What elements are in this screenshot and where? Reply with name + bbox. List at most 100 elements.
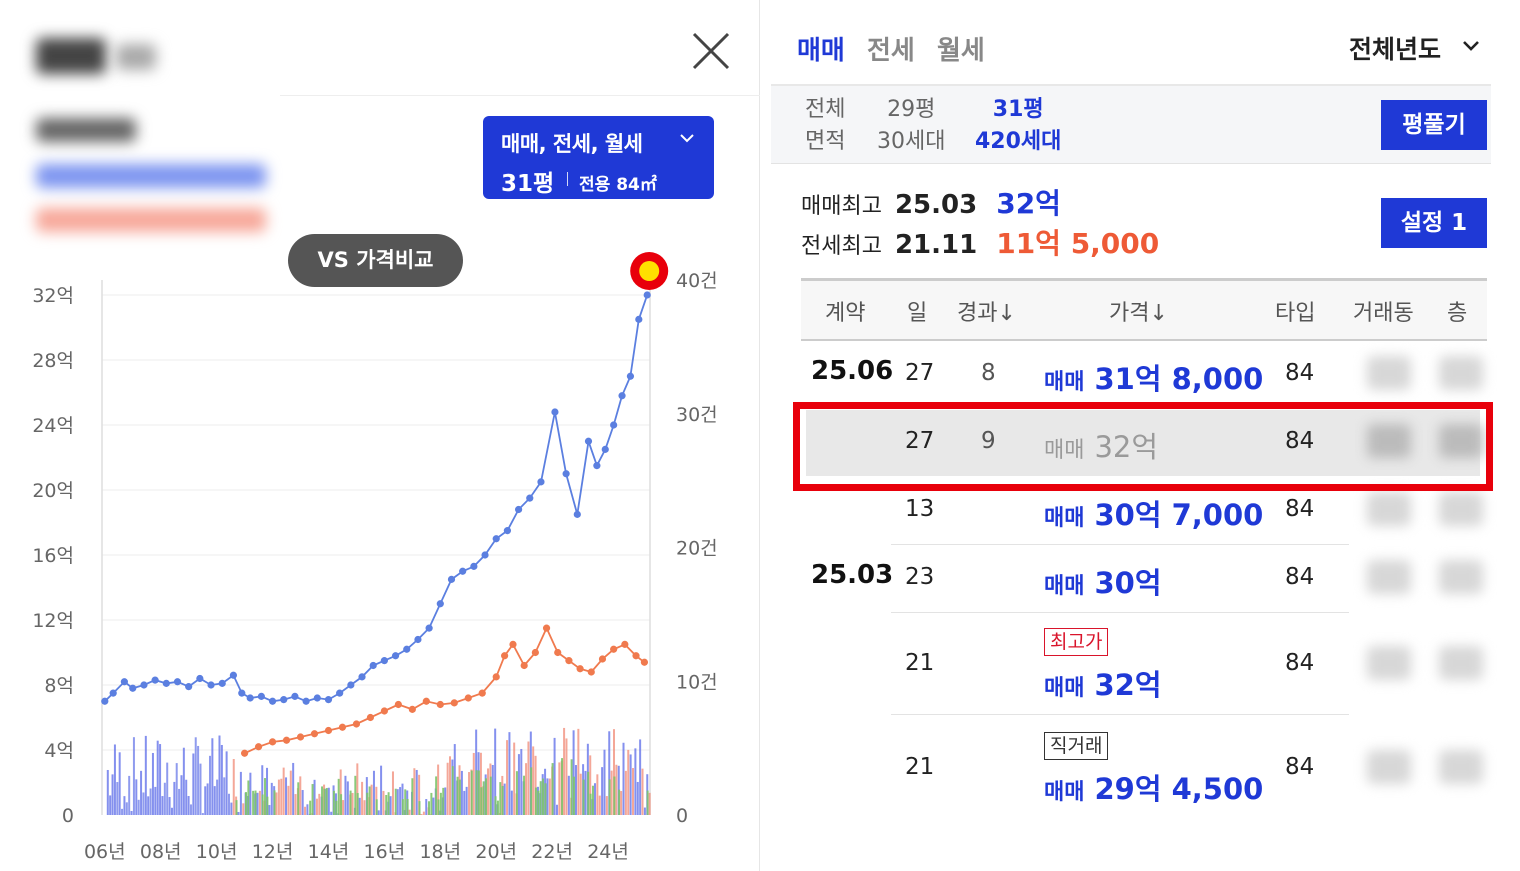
row-dong-blurred xyxy=(1367,492,1411,526)
series-point xyxy=(257,692,265,700)
price-chart: 0 4억 8억 12억 16억 20억 24억 28억 32억 0 10건 20건 30건 40건 06년 0… xyxy=(32,252,718,863)
volume-bar xyxy=(315,798,318,815)
volume-bar xyxy=(456,776,459,815)
tab-sale[interactable]: 매매 xyxy=(797,36,845,66)
volume-bar xyxy=(297,782,300,815)
volume-bar xyxy=(245,792,248,815)
series-point xyxy=(526,494,534,502)
year-select[interactable]: 전체년도 xyxy=(1349,35,1442,64)
volume-bar xyxy=(106,769,109,815)
tab-divider xyxy=(771,84,1491,86)
area-option-line1: 31평 xyxy=(992,97,1044,122)
series-point xyxy=(207,681,215,689)
volume-bar xyxy=(256,792,259,815)
series-point xyxy=(573,510,581,518)
header-day[interactable]: 일 xyxy=(907,301,928,326)
tab-wolse[interactable]: 월세 xyxy=(937,36,985,66)
header-type[interactable]: 타입 xyxy=(1275,301,1316,326)
y-tick-label: 4억 xyxy=(44,740,74,762)
volume-bar xyxy=(254,790,257,815)
volume-bar xyxy=(463,790,466,815)
volume-bar xyxy=(425,799,428,815)
chart-filter-dropdown[interactable]: 매매, 전세, 월세 31평 전용 84㎡ xyxy=(483,116,714,199)
series-point xyxy=(447,575,456,583)
volume-bar xyxy=(309,800,312,815)
series-point xyxy=(436,600,444,608)
x-tick-label: 20년 xyxy=(475,841,517,863)
series-point xyxy=(246,694,254,702)
pyeong-expand-button[interactable]: 평풀기 xyxy=(1381,100,1487,150)
header-dong[interactable]: 거래동 xyxy=(1353,301,1414,326)
tab-jeonse[interactable]: 전세 xyxy=(867,36,915,66)
header-elapsed[interactable]: 경과↓ xyxy=(957,301,1016,326)
row-price: 매매 31억 8,000 xyxy=(1044,356,1263,398)
volume-bar xyxy=(639,739,642,815)
volume-bar xyxy=(356,763,359,815)
volume-bar xyxy=(394,788,397,815)
series-point xyxy=(551,408,559,416)
row-deal-type: 매매 xyxy=(1044,438,1085,463)
close-icon[interactable] xyxy=(690,30,734,74)
vs-price-compare-button[interactable]: VS 가격비교 xyxy=(288,234,463,287)
series-point xyxy=(565,657,573,665)
volume-bar xyxy=(579,773,582,815)
series-point xyxy=(313,694,321,702)
volume-bar xyxy=(593,783,596,815)
volume-bar xyxy=(372,770,375,815)
series-point xyxy=(598,655,607,663)
area-option-31[interactable]: 31평 420세대 xyxy=(975,94,1061,158)
volume-bar xyxy=(634,748,637,815)
volume-bar xyxy=(323,788,326,815)
header-price[interactable]: 가격↓ xyxy=(1109,301,1168,326)
volume-bar xyxy=(342,800,345,815)
series-point xyxy=(459,567,467,575)
highest-price-badge: 최고가 xyxy=(1044,628,1109,656)
volume-bar xyxy=(391,771,394,815)
x-tick-label: 08년 xyxy=(140,841,182,863)
row-day: 21 xyxy=(905,754,935,780)
series-point xyxy=(324,696,333,704)
volume-bar xyxy=(154,786,157,815)
series-point xyxy=(254,743,263,751)
volume-bar xyxy=(358,797,361,815)
series-point xyxy=(268,738,277,746)
row-dong-blurred xyxy=(1367,356,1411,390)
series-point xyxy=(587,668,595,676)
row-type: 84 xyxy=(1285,496,1315,522)
header-contract[interactable]: 계약 xyxy=(825,301,866,326)
series-point xyxy=(501,652,509,660)
volume-bar xyxy=(437,799,440,815)
volume-bar xyxy=(439,792,442,815)
y2-tick-label: 30건 xyxy=(676,404,718,426)
volume-bar xyxy=(227,793,230,815)
series-point xyxy=(408,705,416,713)
volume-bar xyxy=(530,767,533,815)
row-year-month: 25.03 xyxy=(811,560,894,590)
area-option-29[interactable]: 29평 30세대 xyxy=(877,94,945,158)
volume-bar xyxy=(472,752,475,815)
row-floor-blurred xyxy=(1439,356,1483,390)
volume-bar xyxy=(282,767,285,815)
area-option-all[interactable]: 전체 면적 xyxy=(805,94,845,158)
volume-bar xyxy=(646,790,649,815)
settings-button[interactable]: 설정 1 xyxy=(1381,198,1487,248)
volume-bar xyxy=(418,801,421,815)
volume-bar xyxy=(327,787,330,815)
series-point xyxy=(503,527,512,535)
volume-bar xyxy=(140,770,143,815)
volume-bar xyxy=(480,787,483,815)
volume-bar xyxy=(544,783,547,815)
volume-bar xyxy=(166,762,169,815)
volume-bar xyxy=(261,794,264,815)
volume-bar xyxy=(387,792,390,815)
volume-bar xyxy=(111,774,114,815)
header-floor[interactable]: 층 xyxy=(1447,301,1468,326)
blurred-sale-info xyxy=(36,164,266,188)
row-day: 27 xyxy=(905,360,935,386)
volume-bar xyxy=(401,799,404,815)
volume-bar xyxy=(337,778,340,815)
volume-bar xyxy=(144,735,147,815)
series-point xyxy=(151,676,159,684)
blurred-apartment-subtitle xyxy=(116,44,156,70)
volume-bar xyxy=(135,779,138,815)
